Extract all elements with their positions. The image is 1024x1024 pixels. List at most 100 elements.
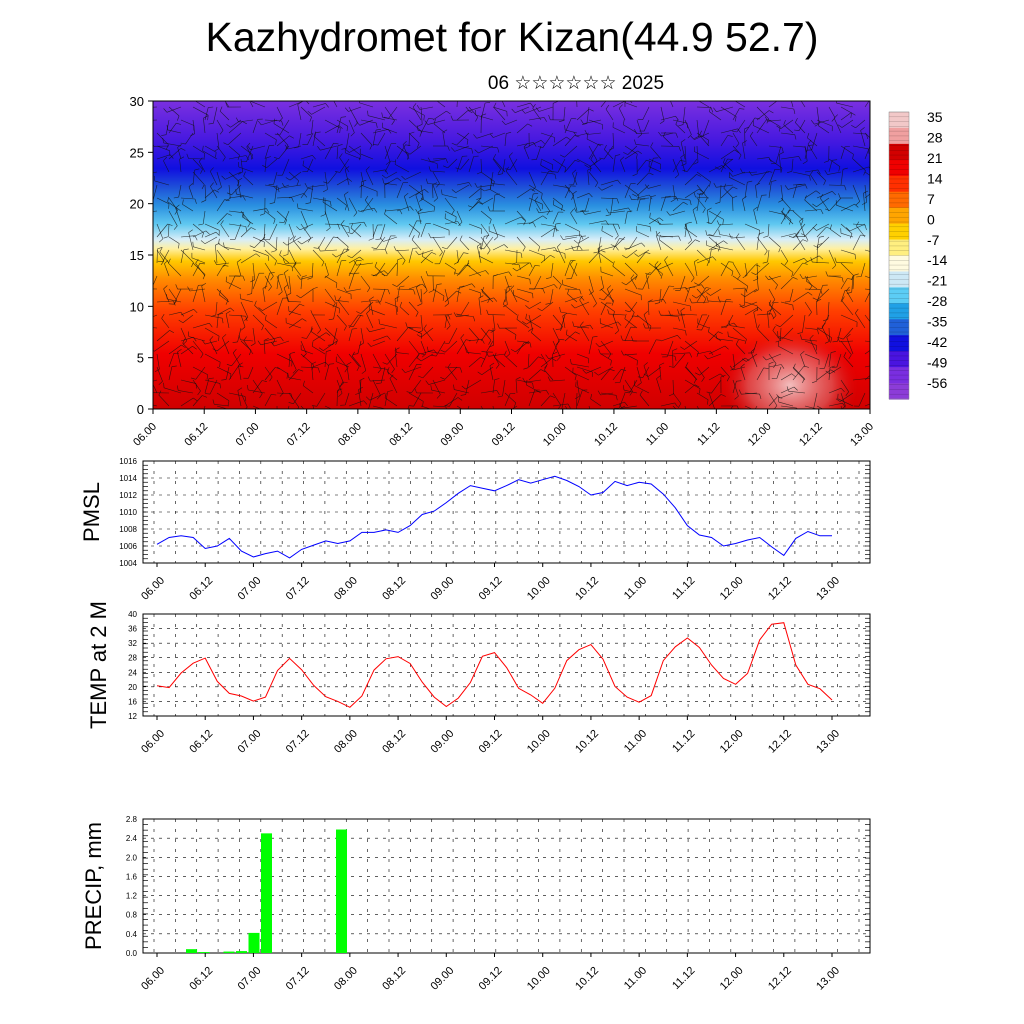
wind-barb (516, 188, 532, 199)
wind-barb (620, 159, 626, 173)
wind-barb-flag (422, 251, 424, 257)
wind-barb-flag (753, 289, 759, 293)
wind-barb (251, 275, 254, 294)
wind-barb (168, 223, 170, 237)
wind-barb-flag (796, 231, 800, 236)
wind-barb-flag (431, 355, 437, 357)
wind-barb (601, 184, 614, 191)
wind-barb-flag (487, 206, 491, 212)
wind-barb-flag (867, 148, 870, 154)
wind-barb-flag (283, 254, 289, 257)
wind-barb-flag (678, 124, 684, 127)
wind-barb-flag (212, 399, 215, 405)
wind-barb (276, 106, 283, 119)
wind-barb (572, 173, 578, 186)
wind-barb (573, 249, 590, 251)
wind-barb-flag (365, 396, 370, 401)
wind-barb-flag (369, 296, 374, 300)
wind-barb (713, 223, 722, 236)
wind-barb-flag (593, 303, 597, 308)
wind-barb (444, 210, 457, 218)
wind-barb (396, 286, 400, 303)
wind-barb-flag (287, 372, 289, 378)
wind-barb (456, 314, 470, 318)
wind-barb-flag (525, 313, 527, 319)
wind-barb (864, 132, 870, 139)
wind-barb (720, 262, 734, 272)
wind-barb (273, 123, 290, 134)
wind-barb (480, 390, 497, 394)
wind-barb (528, 369, 541, 381)
wind-barb (394, 349, 398, 368)
wind-barb (300, 353, 314, 366)
x-tick-label: 12.00 (718, 728, 746, 756)
wind-barb-flag (815, 190, 821, 194)
wind-barb-flag (777, 396, 783, 399)
wind-barb-flag (580, 235, 586, 237)
wind-barb (659, 239, 674, 251)
wind-barb (240, 227, 252, 238)
wind-barb-flag (369, 144, 373, 150)
colorbar-frame (888, 111, 910, 400)
wind-barb (420, 197, 435, 208)
precip-bar (198, 952, 210, 953)
wind-barb (587, 170, 590, 186)
wind-barb (336, 119, 348, 127)
wind-barb (600, 301, 615, 312)
wind-barb (624, 288, 642, 296)
wind-barb-flag (286, 293, 292, 296)
y-tick-label: 0 (137, 402, 144, 417)
wind-barb-flag (781, 147, 784, 153)
wind-barb (836, 204, 854, 212)
wind-barb (836, 262, 854, 264)
wind-barb (541, 301, 554, 312)
wind-barb (388, 106, 398, 119)
wind-barb (456, 210, 463, 223)
wind-barb-flag (375, 128, 382, 131)
wind-barb-flag (183, 248, 189, 251)
wind-barb (276, 379, 284, 394)
wind-barb (384, 160, 391, 173)
wind-barb (336, 288, 352, 295)
wind-barb-flag (767, 309, 773, 312)
wind-barb-flag (783, 119, 786, 125)
wind-barb-flag (694, 258, 699, 263)
wind-barb-flag (685, 330, 687, 336)
wind-barb (744, 117, 756, 134)
wind-barb (492, 223, 499, 237)
wind-barb (666, 340, 674, 357)
wind-barb (744, 288, 746, 306)
wind-barb-flag (496, 390, 500, 395)
wind-barb (552, 403, 569, 407)
wind-barb-flag (810, 170, 814, 175)
wind-barb (492, 158, 501, 170)
x-tick-label: 10.12 (573, 728, 601, 756)
wind-barb (564, 185, 571, 199)
wind-barb-flag (794, 129, 800, 131)
wind-barb (283, 210, 290, 223)
x-tick-label: 06.00 (139, 965, 167, 993)
wind-barb-flag (322, 189, 328, 193)
x-tick-label: 13.00 (814, 575, 842, 603)
wind-barb-flag (221, 175, 226, 180)
wind-barb (604, 149, 614, 160)
wind-barb (269, 223, 278, 240)
warm-core (720, 330, 860, 409)
wind-barb-flag (816, 299, 822, 302)
wind-barb-flag (177, 115, 180, 121)
wind-barb-flag (812, 203, 817, 207)
wind-barb (576, 158, 591, 167)
wind-barb (480, 297, 494, 303)
wind-barb-flag (844, 185, 847, 191)
wind-barb-flag (269, 202, 275, 205)
wind-barb (829, 197, 842, 211)
wind-barb-flag (610, 360, 612, 366)
wind-barb-flag (831, 191, 836, 196)
wind-barb (708, 373, 721, 381)
wind-barb-flag (424, 189, 429, 193)
x-tick-label: 11.12 (670, 575, 697, 602)
wind-barb (467, 405, 470, 409)
wind-barb-flag (710, 107, 714, 113)
wind-barb (444, 366, 461, 369)
wind-barb-flag (477, 243, 482, 247)
